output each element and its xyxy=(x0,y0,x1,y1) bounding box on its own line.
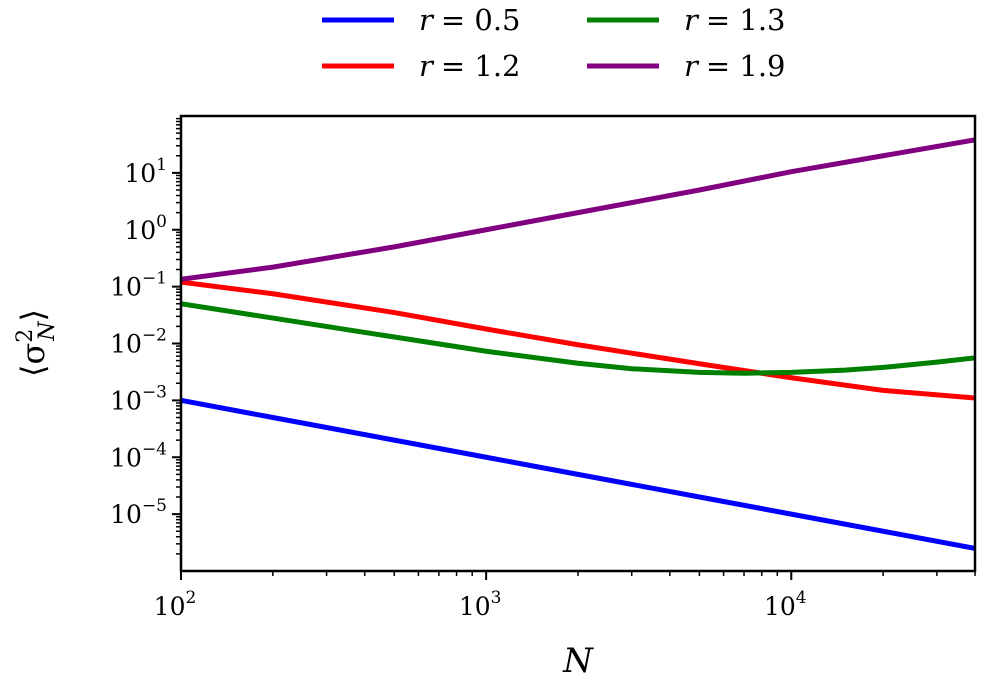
y-axis-label: ⟨σ2N⟩ xyxy=(13,309,60,377)
legend-label: r = 0.5 xyxy=(419,3,521,37)
legend-label: r = 1.3 xyxy=(684,3,786,37)
legend: r = 0.5 r = 1.2 r = 1.3 r = 1.9 xyxy=(322,3,786,83)
legend-label: r = 1.9 xyxy=(684,49,786,83)
legend-item-2: r = 1.3 xyxy=(587,3,786,37)
legend-item-3: r = 1.9 xyxy=(587,49,786,83)
x-tick-label: 103 xyxy=(459,588,502,621)
series-line-1 xyxy=(181,279,975,401)
axis-ticks: 102 103 104 10−5 10−4 10−3 10−2 10−1 100 101 xyxy=(110,117,976,621)
svg-text:⟨σ2N⟩: ⟨σ2N⟩ xyxy=(13,309,60,377)
legend-item-1: r = 1.2 xyxy=(322,49,521,83)
y-tick-label: 101 xyxy=(124,155,167,188)
y-tick-label: 10−3 xyxy=(110,382,167,415)
y-tick-label: 10−1 xyxy=(110,269,167,302)
x-tick-label: 104 xyxy=(764,588,807,621)
y-tick-label: 10−5 xyxy=(110,496,167,529)
x-tick-label: 102 xyxy=(154,588,197,621)
legend-item-0: r = 0.5 xyxy=(322,3,521,37)
series-line-0 xyxy=(181,397,975,551)
y-tick-label: 100 xyxy=(124,212,167,245)
legend-label: r = 1.2 xyxy=(419,49,521,83)
plot-area xyxy=(179,114,977,573)
x-axis-label: N xyxy=(562,641,594,681)
y-tick-label: 10−4 xyxy=(110,439,167,472)
y-tick-label: 10−2 xyxy=(110,326,167,359)
series-line-2 xyxy=(181,301,975,376)
series-line-3 xyxy=(181,137,975,282)
